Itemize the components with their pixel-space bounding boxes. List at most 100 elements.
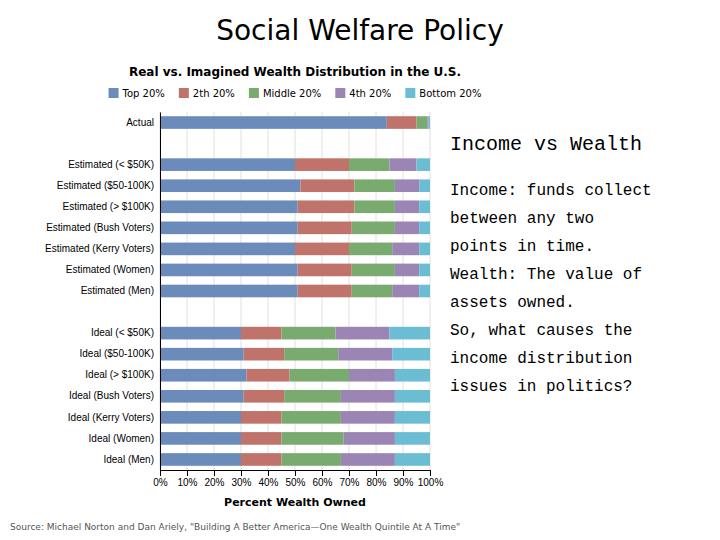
x-tick: 20%	[204, 470, 224, 488]
legend-item: 4th 20%	[335, 88, 391, 99]
bar	[282, 411, 341, 424]
legend-label: Bottom 20%	[419, 88, 481, 99]
bar	[417, 116, 428, 129]
bar	[241, 327, 282, 340]
legend-swatch	[179, 88, 189, 98]
bar	[160, 158, 295, 171]
y-tick: Ideal (< $50K)	[91, 327, 160, 338]
grid	[160, 112, 430, 470]
bar	[395, 432, 430, 445]
bar	[387, 116, 417, 129]
bar	[336, 327, 390, 340]
bar	[419, 222, 430, 235]
bar	[419, 200, 430, 213]
bar	[349, 158, 390, 171]
bar	[160, 243, 295, 256]
legend-label: 4th 20%	[349, 88, 391, 99]
bar	[246, 369, 289, 382]
legend-item: Middle 20%	[249, 88, 321, 99]
tick-label: Ideal (Kerry Voters)	[68, 412, 154, 423]
tick-label: 60%	[312, 477, 332, 488]
bar	[395, 179, 419, 192]
chart-title: Real vs. Imagined Wealth Distribution in…	[129, 65, 461, 79]
y-tick: Ideal (Kerry Voters)	[68, 412, 160, 423]
legend-swatch	[249, 88, 259, 98]
bar	[241, 432, 282, 445]
legend-item: 2th 20%	[179, 88, 235, 99]
page: Social Welfare PolicyReal vs. Imagined W…	[0, 0, 720, 540]
tick-mark	[403, 470, 404, 476]
x-tick: 70%	[339, 470, 359, 488]
bar	[349, 243, 392, 256]
y-tick: Estimated (Women)	[66, 264, 160, 275]
bar	[419, 243, 430, 256]
bar	[395, 200, 419, 213]
legend-item: Top 20%	[109, 88, 165, 99]
sidebar-line: Wealth: The value of	[450, 266, 642, 284]
bar	[395, 369, 430, 382]
bar	[241, 411, 282, 424]
legend-label: Top 20%	[122, 88, 165, 99]
tick-mark	[268, 470, 269, 476]
bar	[352, 285, 393, 298]
legend-swatch	[335, 88, 345, 98]
y-tick: Ideal (Men)	[103, 454, 160, 465]
bar	[241, 453, 282, 466]
bar	[427, 116, 428, 129]
tick-label: 90%	[393, 477, 413, 488]
legend: Top 20% 2th 20% Middle 20% 4th 20% Bottom 20…	[109, 88, 482, 99]
tick-label: Ideal (Bush Voters)	[69, 390, 154, 401]
bar	[341, 390, 395, 403]
bar	[298, 200, 355, 213]
bar	[160, 411, 241, 424]
legend-item: Bottom 20%	[405, 88, 481, 99]
tick-mark	[322, 470, 323, 476]
axis-domain	[160, 113, 161, 471]
x-tick: 60%	[312, 470, 332, 488]
bar	[160, 390, 244, 403]
tick-label: 20%	[204, 477, 224, 488]
bar	[284, 348, 338, 361]
legend-label: 2th 20%	[193, 88, 235, 99]
grid-line	[160, 112, 161, 470]
bar	[160, 348, 244, 361]
tick-label: Estimated (Men)	[81, 285, 154, 296]
legend-label: Middle 20%	[263, 88, 321, 99]
x-tick: 10%	[177, 470, 197, 488]
tick-mark	[187, 470, 188, 476]
y-tick: Estimated (Kerry Voters)	[45, 243, 160, 254]
bar	[395, 453, 430, 466]
bar	[160, 327, 241, 340]
tick-label: Estimated (Women)	[66, 264, 154, 275]
legend-swatch	[109, 88, 119, 98]
sidebar-line: issues in politics?	[450, 378, 632, 396]
bar	[419, 285, 430, 298]
bar	[160, 285, 298, 298]
sidebar-line: assets owned.	[450, 294, 575, 312]
bar-series	[390, 116, 431, 466]
bar	[160, 432, 241, 445]
x-tick: 50%	[285, 470, 305, 488]
y-tick: Actual	[126, 117, 160, 128]
bar	[417, 158, 431, 171]
bar	[395, 264, 419, 277]
tick-mark	[160, 470, 161, 476]
bar	[295, 158, 349, 171]
x-tick: 80%	[366, 470, 386, 488]
tick-label: Estimated ($50-100K)	[57, 180, 154, 191]
bar	[390, 327, 431, 340]
bar	[354, 179, 395, 192]
bar	[244, 390, 285, 403]
x-tick: 90%	[393, 470, 413, 488]
tick-mark	[214, 470, 215, 476]
source: Source: Michael Norton and Dan Ariely, "…	[10, 522, 460, 532]
y-tick: Ideal (Bush Voters)	[69, 390, 160, 401]
bar	[395, 222, 419, 235]
bar	[429, 116, 430, 129]
tick-mark	[430, 470, 431, 476]
y-tick: Estimated (Men)	[81, 285, 160, 296]
bar	[160, 116, 387, 129]
tick-label: 10%	[177, 477, 197, 488]
y-axis: ActualEstimated (< $50K)Estimated ($50-1…	[45, 113, 160, 471]
tick-label: Ideal (Women)	[89, 433, 154, 444]
